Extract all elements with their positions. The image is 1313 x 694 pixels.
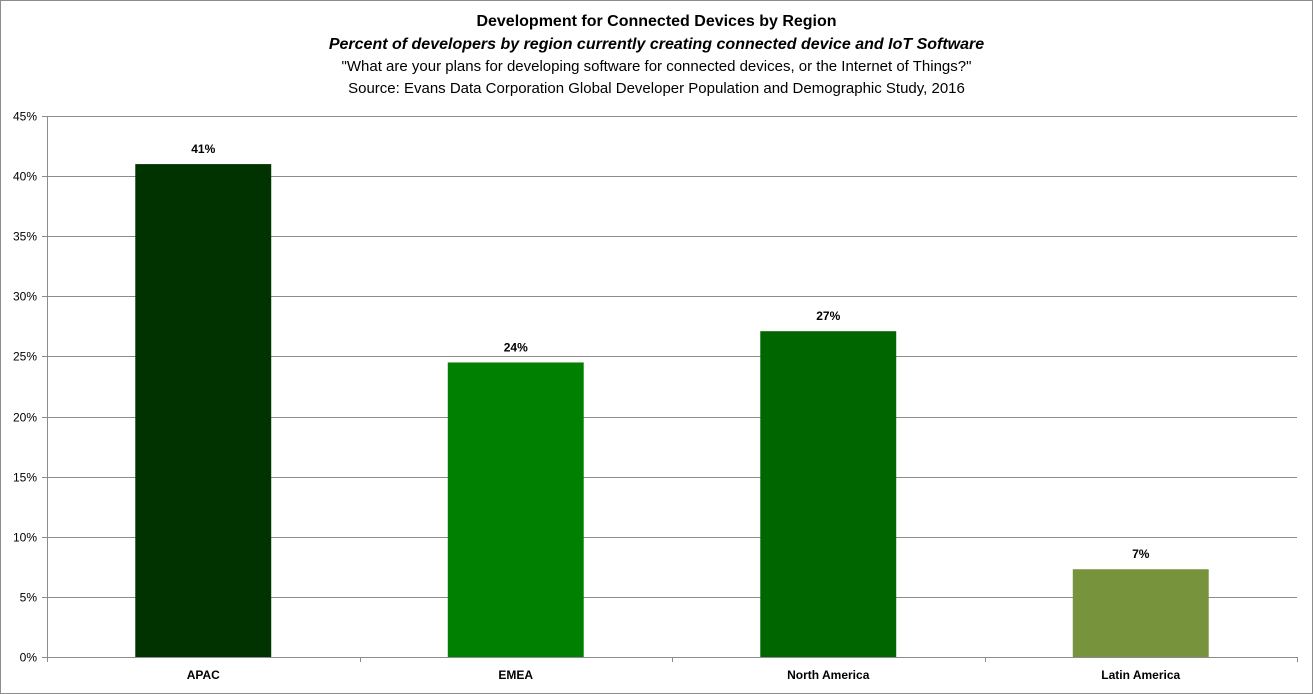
data-label: 7%: [1132, 547, 1150, 561]
chart-question: "What are your plans for developing soft…: [341, 58, 972, 75]
y-tick-label: 0%: [20, 651, 38, 665]
y-tick-label: 20%: [13, 411, 37, 425]
category-label: North America: [787, 668, 870, 682]
chart-title: Development for Connected Devices by Reg…: [476, 13, 837, 30]
chart-source: Source: Evans Data Corporation Global De…: [348, 80, 965, 97]
axes: [42, 116, 1298, 662]
y-tick-label: 45%: [13, 110, 37, 124]
bar-latin-america: [1072, 569, 1209, 657]
data-label: 27%: [816, 309, 840, 323]
y-tick-label: 5%: [20, 591, 38, 605]
y-tick-label: 25%: [13, 350, 37, 364]
category-label: Latin America: [1101, 668, 1180, 682]
y-tick-label: 15%: [13, 471, 37, 485]
y-tick-label: 40%: [13, 170, 37, 184]
chart-subtitle: Percent of developers by region currentl…: [328, 36, 985, 53]
category-label: EMEA: [498, 668, 533, 682]
data-label: 41%: [191, 142, 215, 156]
chart-titles: Development for Connected Devices by Reg…: [0, 10, 1313, 100]
y-tick-label: 35%: [13, 230, 37, 244]
y-tick-label: 30%: [13, 290, 37, 304]
labels: 0% 5% 10% 15% 20% 25% 30% 35% 40% 45% 41% APAC 24% EM…: [13, 110, 1181, 683]
bars: [135, 164, 1209, 658]
category-label: APAC: [187, 668, 220, 682]
bar-emea: [447, 362, 584, 657]
data-label: 24%: [504, 340, 528, 354]
bar-apac: [135, 164, 272, 658]
bar-north-america: [760, 331, 897, 657]
y-tick-label: 10%: [13, 531, 37, 545]
